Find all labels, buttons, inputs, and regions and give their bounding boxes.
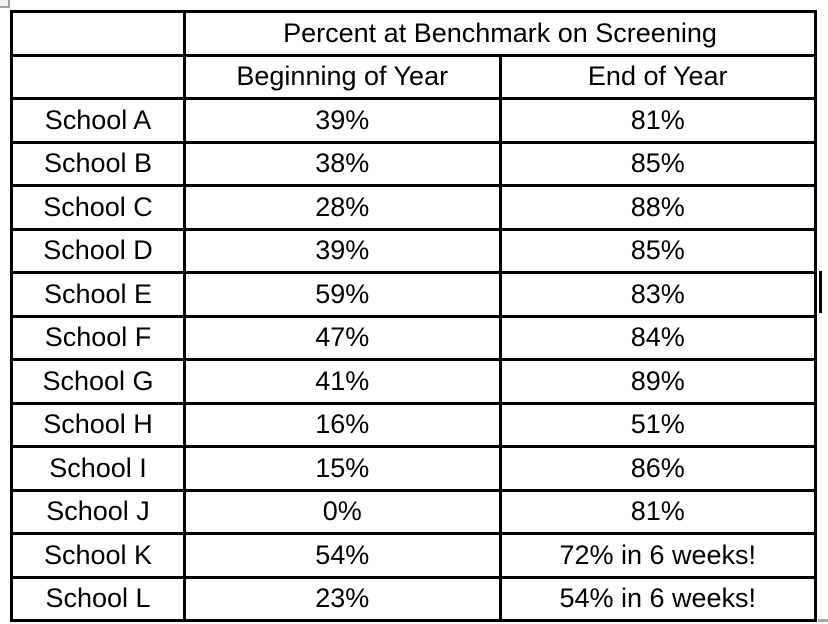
boy-value-cell[interactable]: 41% — [183, 358, 502, 405]
boy-value-cell[interactable]: 39% — [183, 97, 502, 144]
empty-corner-cell[interactable] — [10, 10, 186, 57]
school-name-cell[interactable]: School H — [10, 401, 186, 448]
eoy-value-cell[interactable]: 81% — [498, 97, 817, 144]
benchmark-table: Percent at Benchmark on Screening Beginn… — [10, 10, 817, 622]
table-row: School B 38% 85% — [10, 140, 817, 187]
eoy-value-cell[interactable]: 85% — [498, 140, 817, 187]
school-name-cell[interactable]: School F — [10, 314, 186, 361]
school-name-cell[interactable]: School C — [10, 184, 186, 231]
boy-value-cell[interactable]: 28% — [183, 184, 502, 231]
school-name-cell[interactable]: School A — [10, 97, 186, 144]
school-name-cell[interactable]: School J — [10, 488, 186, 535]
eoy-value-cell[interactable]: 86% — [498, 445, 817, 492]
table-row: School I 15% 86% — [10, 445, 817, 492]
school-name-cell[interactable]: School I — [10, 445, 186, 492]
school-name-cell[interactable]: School D — [10, 227, 186, 274]
table-row: School K 54% 72% in 6 weeks! — [10, 532, 817, 579]
table-row: School E 59% 83% — [10, 271, 817, 318]
table-row: School J 0% 81% — [10, 488, 817, 535]
boy-value-cell[interactable]: 23% — [183, 575, 502, 622]
table-row: School D 39% 85% — [10, 227, 817, 274]
table-title-row: Percent at Benchmark on Screening — [10, 10, 817, 57]
eoy-value-cell[interactable]: 84% — [498, 314, 817, 361]
table-row: School C 28% 88% — [10, 184, 817, 231]
school-name-cell[interactable]: School B — [10, 140, 186, 187]
edge-artifact — [818, 619, 828, 622]
boy-value-cell[interactable]: 0% — [183, 488, 502, 535]
school-name-cell[interactable]: School G — [10, 358, 186, 405]
school-name-cell[interactable]: School E — [10, 271, 186, 318]
boy-value-cell[interactable]: 54% — [183, 532, 502, 579]
eoy-value-cell[interactable]: 89% — [498, 358, 817, 405]
table-row: School H 16% 51% — [10, 401, 817, 448]
boy-value-cell[interactable]: 38% — [183, 140, 502, 187]
header-beginning-of-year[interactable]: Beginning of Year — [183, 53, 502, 100]
table-row: School L 23% 54% in 6 weeks! — [10, 575, 817, 622]
eoy-value-cell[interactable]: 85% — [498, 227, 817, 274]
table-row: School A 39% 81% — [10, 97, 817, 144]
text-cursor-caret — [819, 271, 822, 313]
table-title[interactable]: Percent at Benchmark on Screening — [183, 10, 817, 57]
eoy-value-cell[interactable]: 54% in 6 weeks! — [498, 575, 817, 622]
table-row: School G 41% 89% — [10, 358, 817, 405]
eoy-value-cell[interactable]: 81% — [498, 488, 817, 535]
header-end-of-year[interactable]: End of Year — [498, 53, 817, 100]
boy-value-cell[interactable]: 16% — [183, 401, 502, 448]
school-name-cell[interactable]: School L — [10, 575, 186, 622]
corner-handle — [0, 0, 10, 8]
eoy-value-cell[interactable]: 51% — [498, 401, 817, 448]
boy-value-cell[interactable]: 39% — [183, 227, 502, 274]
school-name-cell[interactable]: School K — [10, 532, 186, 579]
table-row: School F 47% 84% — [10, 314, 817, 361]
table-header-row: Beginning of Year End of Year — [10, 53, 817, 100]
boy-value-cell[interactable]: 15% — [183, 445, 502, 492]
eoy-value-cell[interactable]: 83% — [498, 271, 817, 318]
boy-value-cell[interactable]: 47% — [183, 314, 502, 361]
empty-header-cell[interactable] — [10, 53, 186, 100]
boy-value-cell[interactable]: 59% — [183, 271, 502, 318]
eoy-value-cell[interactable]: 72% in 6 weeks! — [498, 532, 817, 579]
eoy-value-cell[interactable]: 88% — [498, 184, 817, 231]
